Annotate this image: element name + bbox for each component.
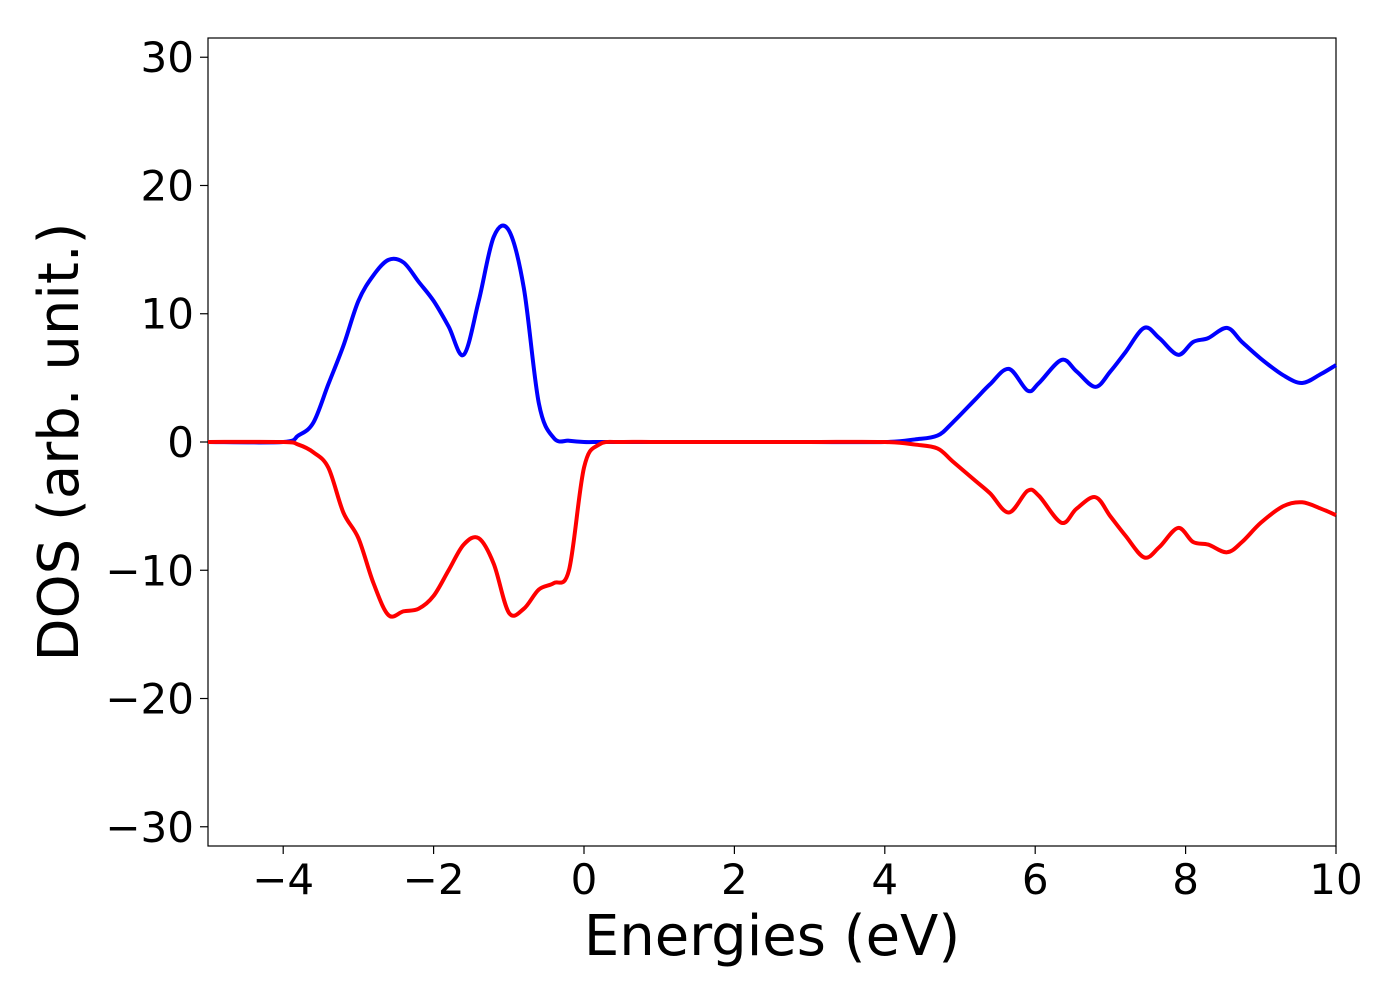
y-axis-label: DOS (arb. unit.) (27, 222, 92, 661)
x-tick-label: 10 (1309, 855, 1362, 904)
x-tick-label: 8 (1172, 855, 1199, 904)
y-tick-label: 30 (141, 33, 194, 82)
y-tick-label: 10 (141, 290, 194, 339)
series-line-down (207, 439, 1337, 619)
x-tick-label: 2 (721, 855, 748, 904)
y-tick-label: −20 (105, 675, 194, 724)
x-tick-label: −4 (252, 855, 314, 904)
x-tick-label: −2 (403, 855, 465, 904)
x-tick-label: 0 (571, 855, 598, 904)
y-tick-label: 20 (141, 161, 194, 210)
x-tick-label: 6 (1022, 855, 1049, 904)
y-tick-label: −30 (105, 803, 194, 852)
y-axis-ticks: 30 20 10 0 −10 −20 −30 (105, 33, 208, 852)
y-tick-label: 0 (167, 418, 194, 467)
y-tick-label: −10 (105, 546, 194, 595)
x-tick-label: 4 (871, 855, 898, 904)
series-layer (207, 223, 1338, 619)
x-axis-ticks: −4 −2 0 2 4 6 8 10 (252, 846, 1363, 904)
x-axis-label: Energies (eV) (584, 904, 960, 969)
series-line-up (207, 223, 1338, 445)
